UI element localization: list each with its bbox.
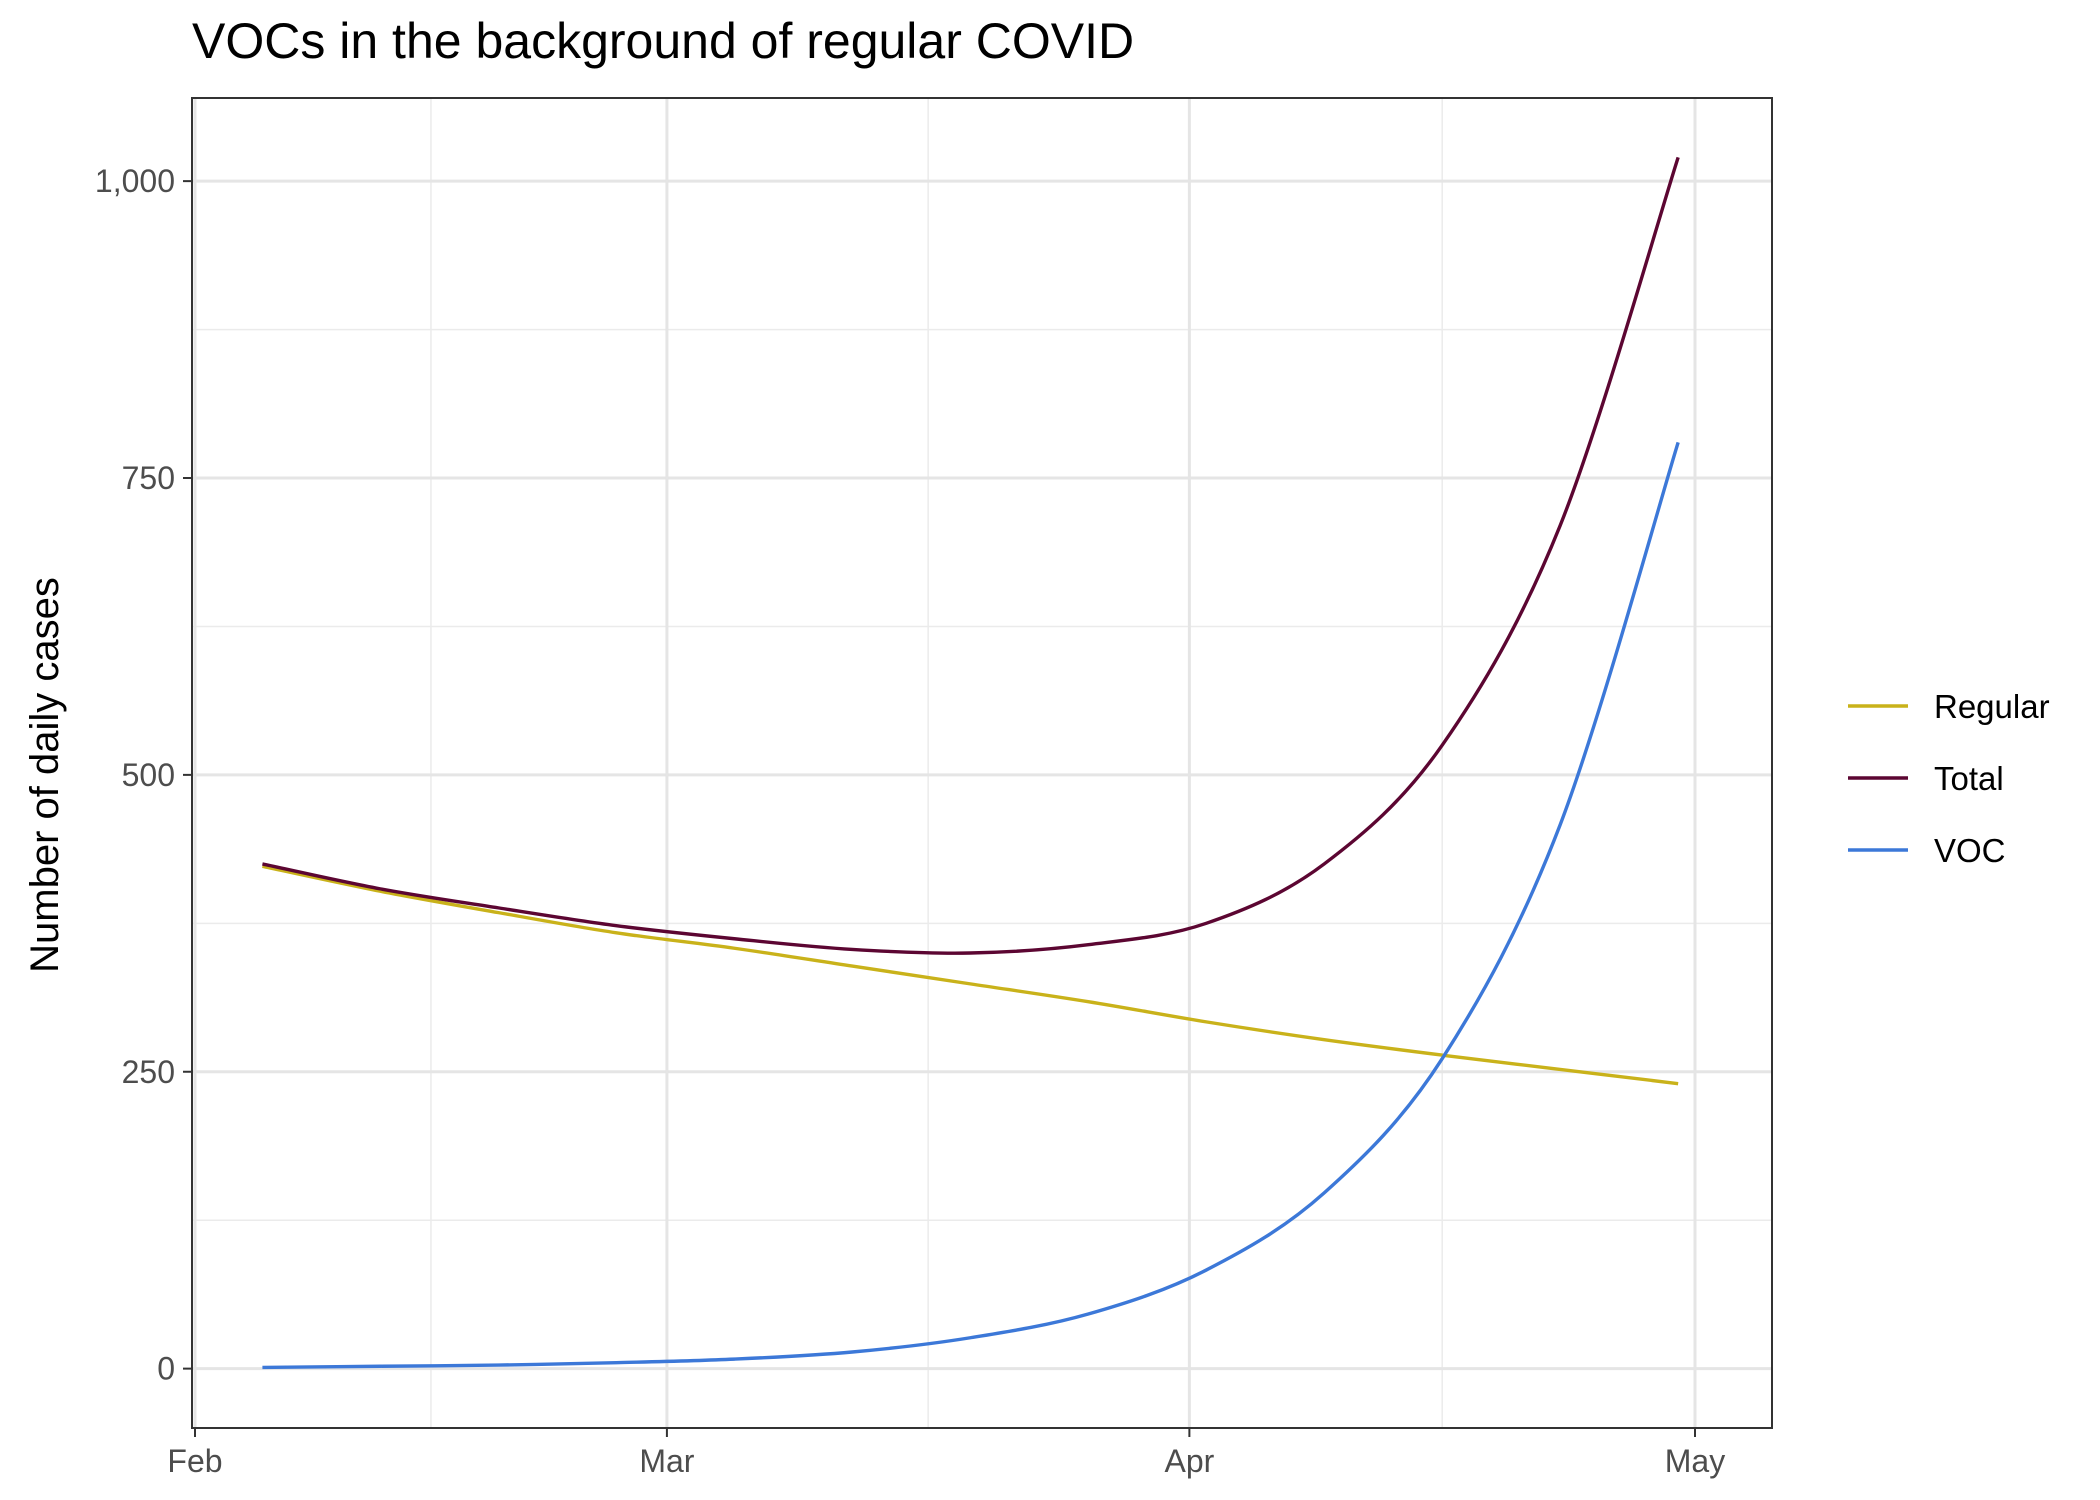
series-line-voc: [262, 441, 1680, 1370]
x-tick-label: Mar: [639, 1443, 694, 1479]
y-tick-label: 500: [122, 757, 175, 793]
x-tick-label: Feb: [167, 1443, 222, 1479]
x-tick-label: Apr: [1164, 1443, 1214, 1479]
major-gridlines: [192, 98, 1772, 1428]
x-tick-label: May: [1665, 1443, 1725, 1479]
y-tick-label: 1,000: [95, 163, 175, 199]
series-lines: [262, 156, 1680, 1370]
y-tick-label: 250: [122, 1054, 175, 1090]
legend-label-total: Total: [1934, 760, 2004, 797]
panel-border: [191, 97, 1773, 1429]
legend-label-voc: VOC: [1934, 832, 2006, 869]
chart-title: VOCs in the background of regular COVID: [192, 13, 1134, 69]
y-tick-label: 750: [122, 460, 175, 496]
panel-background: [192, 98, 1772, 1428]
series-line-regular: [262, 864, 1679, 1086]
y-axis-title: Number of daily cases: [23, 577, 67, 973]
minor-gridlines: [192, 98, 1772, 1428]
y-axis: 0 250 500 750 1,000: [95, 163, 192, 1387]
y-tick-label: 0: [157, 1351, 175, 1387]
legend-label-regular: Regular: [1934, 688, 2050, 725]
x-axis: Feb Mar Apr May: [167, 1428, 1725, 1479]
plot-panel: [191, 97, 1773, 1429]
series-line-total: [262, 156, 1680, 955]
legend: Regular Total VOC: [1848, 688, 2050, 869]
